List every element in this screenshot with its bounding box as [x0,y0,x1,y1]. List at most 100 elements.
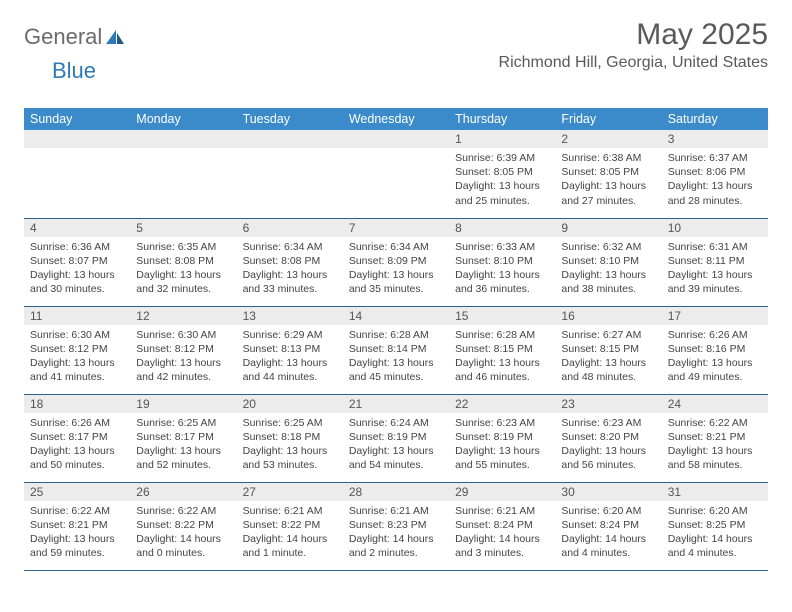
daylight-text: Daylight: 14 hours and 1 minute. [243,532,337,560]
daylight-text: Daylight: 13 hours and 46 minutes. [455,356,549,384]
weekday-header: Monday [130,108,236,130]
day-number: 30 [555,483,661,501]
daylight-text: Daylight: 13 hours and 48 minutes. [561,356,655,384]
daylight-text: Daylight: 13 hours and 25 minutes. [455,179,549,207]
day-details: Sunrise: 6:39 AMSunset: 8:05 PMDaylight:… [449,148,555,212]
day-number: 5 [130,219,236,237]
weekday-header: Tuesday [237,108,343,130]
weekday-header: Wednesday [343,108,449,130]
weekday-header: Sunday [24,108,130,130]
sunset-text: Sunset: 8:12 PM [136,342,230,356]
sunset-text: Sunset: 8:10 PM [561,254,655,268]
sunrise-text: Sunrise: 6:20 AM [668,504,762,518]
sunrise-text: Sunrise: 6:25 AM [136,416,230,430]
sunrise-text: Sunrise: 6:27 AM [561,328,655,342]
daylight-text: Daylight: 14 hours and 3 minutes. [455,532,549,560]
calendar-day-cell: 7Sunrise: 6:34 AMSunset: 8:09 PMDaylight… [343,218,449,306]
month-title: May 2025 [499,18,768,52]
weekday-header: Saturday [662,108,768,130]
day-details: Sunrise: 6:23 AMSunset: 8:20 PMDaylight:… [555,413,661,477]
daylight-text: Daylight: 13 hours and 55 minutes. [455,444,549,472]
sunset-text: Sunset: 8:09 PM [349,254,443,268]
daylight-text: Daylight: 13 hours and 41 minutes. [30,356,124,384]
calendar-day-cell: 1Sunrise: 6:39 AMSunset: 8:05 PMDaylight… [449,130,555,218]
daylight-text: Daylight: 13 hours and 42 minutes. [136,356,230,384]
calendar-day-cell: 11Sunrise: 6:30 AMSunset: 8:12 PMDayligh… [24,306,130,394]
calendar-week-row: 11Sunrise: 6:30 AMSunset: 8:12 PMDayligh… [24,306,768,394]
calendar-day-cell: 17Sunrise: 6:26 AMSunset: 8:16 PMDayligh… [662,306,768,394]
day-details: Sunrise: 6:26 AMSunset: 8:16 PMDaylight:… [662,325,768,389]
day-number: 21 [343,395,449,413]
sunset-text: Sunset: 8:23 PM [349,518,443,532]
sunset-text: Sunset: 8:08 PM [136,254,230,268]
daylight-text: Daylight: 13 hours and 30 minutes. [30,268,124,296]
calendar-day-cell: 26Sunrise: 6:22 AMSunset: 8:22 PMDayligh… [130,482,236,570]
day-details: Sunrise: 6:21 AMSunset: 8:22 PMDaylight:… [237,501,343,565]
daylight-text: Daylight: 13 hours and 56 minutes. [561,444,655,472]
calendar-day-cell: 12Sunrise: 6:30 AMSunset: 8:12 PMDayligh… [130,306,236,394]
sunrise-text: Sunrise: 6:24 AM [349,416,443,430]
calendar-day-cell: 29Sunrise: 6:21 AMSunset: 8:24 PMDayligh… [449,482,555,570]
day-number: 24 [662,395,768,413]
day-details: Sunrise: 6:36 AMSunset: 8:07 PMDaylight:… [24,237,130,301]
calendar-day-cell: 20Sunrise: 6:25 AMSunset: 8:18 PMDayligh… [237,394,343,482]
calendar-day-cell: 21Sunrise: 6:24 AMSunset: 8:19 PMDayligh… [343,394,449,482]
day-number: 20 [237,395,343,413]
day-number: 18 [24,395,130,413]
daylight-text: Daylight: 13 hours and 59 minutes. [30,532,124,560]
day-number: 13 [237,307,343,325]
calendar-day-cell: 10Sunrise: 6:31 AMSunset: 8:11 PMDayligh… [662,218,768,306]
day-number: 14 [343,307,449,325]
day-number: 27 [237,483,343,501]
sunrise-text: Sunrise: 6:23 AM [455,416,549,430]
calendar-day-cell [130,130,236,218]
sunset-text: Sunset: 8:12 PM [30,342,124,356]
calendar-day-cell: 24Sunrise: 6:22 AMSunset: 8:21 PMDayligh… [662,394,768,482]
calendar-day-cell: 19Sunrise: 6:25 AMSunset: 8:17 PMDayligh… [130,394,236,482]
sunrise-text: Sunrise: 6:34 AM [349,240,443,254]
day-number: 22 [449,395,555,413]
daylight-text: Daylight: 13 hours and 39 minutes. [668,268,762,296]
calendar-day-cell: 3Sunrise: 6:37 AMSunset: 8:06 PMDaylight… [662,130,768,218]
calendar-day-cell: 6Sunrise: 6:34 AMSunset: 8:08 PMDaylight… [237,218,343,306]
day-details: Sunrise: 6:22 AMSunset: 8:21 PMDaylight:… [24,501,130,565]
day-number: 4 [24,219,130,237]
day-number: 3 [662,130,768,148]
sunset-text: Sunset: 8:21 PM [668,430,762,444]
sunrise-text: Sunrise: 6:29 AM [243,328,337,342]
sunrise-text: Sunrise: 6:23 AM [561,416,655,430]
day-details: Sunrise: 6:22 AMSunset: 8:22 PMDaylight:… [130,501,236,565]
day-number: 31 [662,483,768,501]
day-number: 10 [662,219,768,237]
day-number [343,130,449,148]
sunset-text: Sunset: 8:17 PM [30,430,124,444]
day-details: Sunrise: 6:35 AMSunset: 8:08 PMDaylight:… [130,237,236,301]
day-number: 12 [130,307,236,325]
day-details: Sunrise: 6:21 AMSunset: 8:23 PMDaylight:… [343,501,449,565]
daylight-text: Daylight: 13 hours and 44 minutes. [243,356,337,384]
calendar-day-cell: 4Sunrise: 6:36 AMSunset: 8:07 PMDaylight… [24,218,130,306]
daylight-text: Daylight: 14 hours and 4 minutes. [668,532,762,560]
day-details: Sunrise: 6:29 AMSunset: 8:13 PMDaylight:… [237,325,343,389]
sunset-text: Sunset: 8:20 PM [561,430,655,444]
sunset-text: Sunset: 8:24 PM [561,518,655,532]
calendar-week-row: 1Sunrise: 6:39 AMSunset: 8:05 PMDaylight… [24,130,768,218]
daylight-text: Daylight: 14 hours and 2 minutes. [349,532,443,560]
calendar-day-cell: 14Sunrise: 6:28 AMSunset: 8:14 PMDayligh… [343,306,449,394]
day-details: Sunrise: 6:30 AMSunset: 8:12 PMDaylight:… [24,325,130,389]
daylight-text: Daylight: 13 hours and 32 minutes. [136,268,230,296]
calendar-week-row: 25Sunrise: 6:22 AMSunset: 8:21 PMDayligh… [24,482,768,570]
day-details: Sunrise: 6:23 AMSunset: 8:19 PMDaylight:… [449,413,555,477]
day-details: Sunrise: 6:21 AMSunset: 8:24 PMDaylight:… [449,501,555,565]
sunset-text: Sunset: 8:08 PM [243,254,337,268]
calendar-day-cell: 28Sunrise: 6:21 AMSunset: 8:23 PMDayligh… [343,482,449,570]
calendar-week-row: 4Sunrise: 6:36 AMSunset: 8:07 PMDaylight… [24,218,768,306]
calendar-day-cell: 23Sunrise: 6:23 AMSunset: 8:20 PMDayligh… [555,394,661,482]
sunset-text: Sunset: 8:22 PM [136,518,230,532]
sunset-text: Sunset: 8:15 PM [455,342,549,356]
logo-text-general: General [24,24,102,50]
day-details: Sunrise: 6:26 AMSunset: 8:17 PMDaylight:… [24,413,130,477]
sunrise-text: Sunrise: 6:33 AM [455,240,549,254]
day-details: Sunrise: 6:33 AMSunset: 8:10 PMDaylight:… [449,237,555,301]
calendar-day-cell: 13Sunrise: 6:29 AMSunset: 8:13 PMDayligh… [237,306,343,394]
